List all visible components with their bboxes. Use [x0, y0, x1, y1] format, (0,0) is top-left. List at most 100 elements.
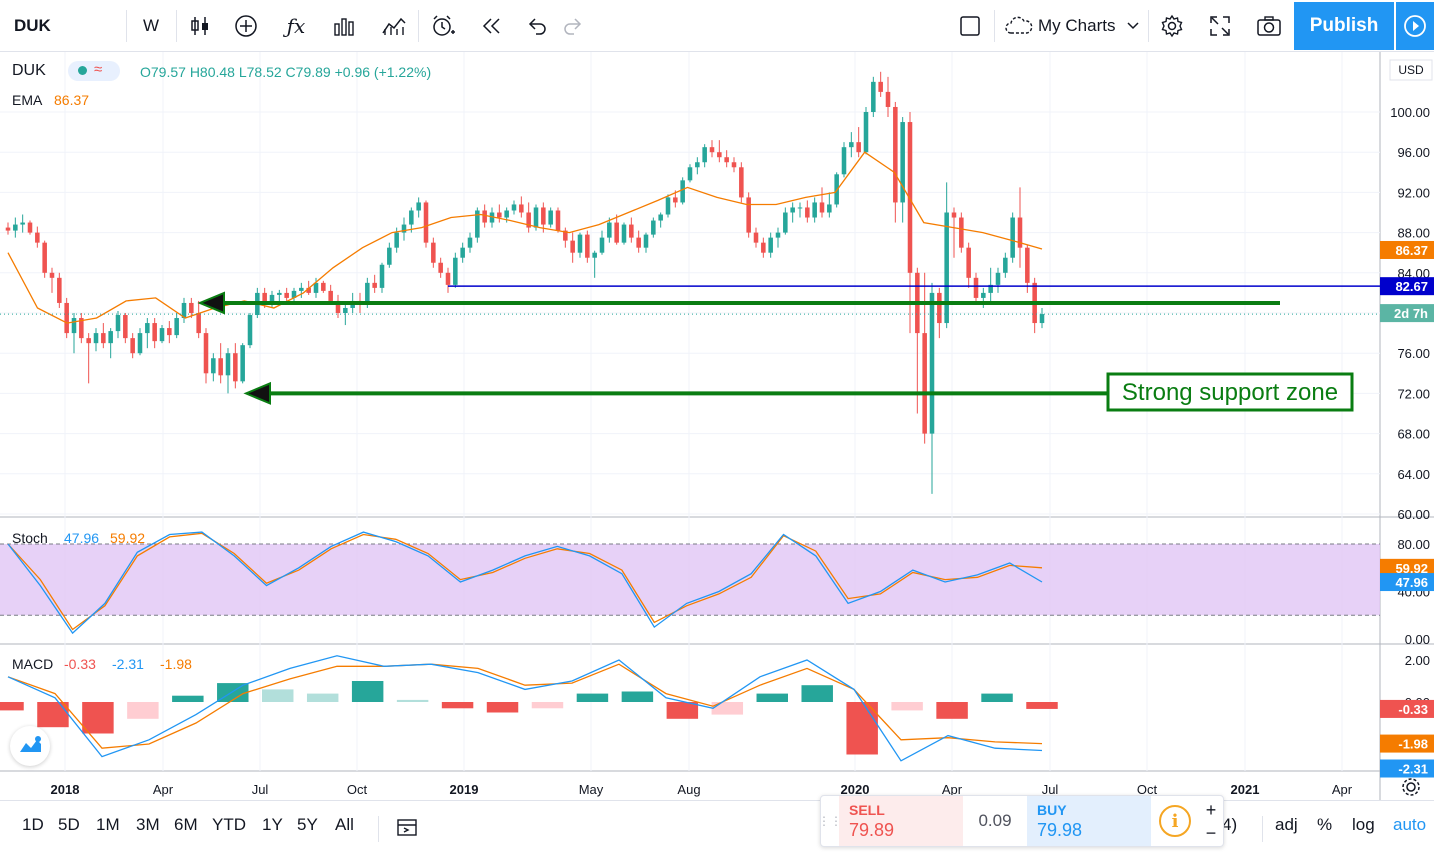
- line-price-tag-bg: [1380, 277, 1434, 296]
- candle-body: [511, 204, 517, 211]
- candle-body: [680, 180, 685, 203]
- chevron-down-icon[interactable]: [1126, 0, 1140, 52]
- axis-gear-icon[interactable]: [1402, 778, 1420, 796]
- interval-button[interactable]: W: [142, 16, 160, 35]
- macd-histogram-bar: [37, 702, 69, 728]
- currency-box: [1389, 59, 1433, 81]
- plus-icon[interactable]: +: [1205, 799, 1217, 820]
- annotation-box: [1106, 372, 1354, 412]
- countdown-tag-bg: [1380, 304, 1434, 323]
- macd-histogram-bar: [666, 702, 699, 719]
- candle-body: [555, 210, 561, 231]
- auto-button[interactable]: auto: [1393, 815, 1427, 834]
- line-price-tag: 82.67: [1395, 279, 1428, 294]
- chart-canvas[interactable]: USD 100.00 96.00 92.00 88.00 84.00 80.00 76.00 7…: [0, 52, 1434, 800]
- alert-icon[interactable]: [428, 0, 458, 52]
- candle-body: [761, 242, 766, 253]
- candle-body: [563, 230, 568, 241]
- time-tick-label: 2020: [841, 782, 870, 797]
- candle-body: [790, 207, 795, 213]
- candle-body: [269, 294, 275, 303]
- info-icon[interactable]: i: [1159, 805, 1191, 837]
- my-charts-button[interactable]: My Charts: [1038, 16, 1116, 35]
- adj-button[interactable]: adj: [1275, 815, 1298, 834]
- tradingview-logo-icon[interactable]: [10, 726, 50, 766]
- sell-button[interactable]: SELL 79.89: [839, 796, 963, 846]
- macd-signal-tag: -1.98: [1398, 737, 1428, 752]
- legend-ohlc: O79.57 H80.48 L78.52 C79.89 +0.96 (+1.22…: [140, 64, 432, 80]
- drag-handle-icon[interactable]: ⋮⋮: [818, 814, 842, 828]
- layout-icon[interactable]: [956, 0, 984, 52]
- bar-chart-icon[interactable]: [330, 0, 358, 52]
- legend-macd-label: MACD: [12, 656, 54, 672]
- toolbar-divider: [994, 10, 995, 42]
- candle-body: [49, 272, 55, 278]
- percent-button[interactable]: %: [1317, 815, 1333, 834]
- candle-body: [460, 247, 465, 258]
- time-tick-label: Oct: [347, 782, 368, 797]
- camera-icon[interactable]: [1254, 0, 1284, 52]
- undo-icon[interactable]: [524, 0, 550, 52]
- candle-body: [665, 197, 671, 215]
- candle-body: [423, 202, 429, 243]
- range-5d-button[interactable]: 5D: [58, 815, 80, 834]
- range-1y-button[interactable]: 1Y: [262, 815, 283, 834]
- range-ytd-button[interactable]: YTD: [212, 815, 246, 834]
- candle-body: [159, 328, 165, 342]
- candle-body: [101, 333, 106, 344]
- symbol-search-button[interactable]: DUK: [14, 16, 51, 35]
- publish-button[interactable]: Publish: [1294, 2, 1394, 50]
- redo-icon[interactable]: [560, 0, 586, 52]
- buy-price: 79.98: [1037, 820, 1083, 840]
- range-3m-button[interactable]: 3M: [136, 815, 160, 834]
- range-5y-button[interactable]: 5Y: [297, 815, 318, 834]
- delayed-data-icon: ≈: [94, 61, 103, 78]
- annotation-text: Strong support zone: [1122, 379, 1338, 406]
- time-tick-label: 2021: [1231, 782, 1260, 797]
- macd-histogram-bar: [846, 702, 878, 755]
- compare-icon[interactable]: [380, 0, 408, 52]
- candle-body: [262, 292, 267, 303]
- log-button[interactable]: log: [1352, 815, 1375, 834]
- candle-body: [687, 167, 693, 181]
- macd-histogram-bar: [576, 693, 609, 702]
- range-all-button[interactable]: All: [335, 815, 354, 834]
- legend-stoch-d: 59.92: [110, 530, 146, 546]
- candle-body: [995, 272, 1001, 285]
- replay-icon[interactable]: [478, 0, 506, 52]
- candle-body: [409, 210, 414, 225]
- candle-body: [959, 217, 964, 248]
- cloud-icon[interactable]: [1002, 0, 1036, 52]
- buy-button[interactable]: BUY 79.98: [1027, 796, 1151, 846]
- candle-body: [805, 207, 810, 218]
- candle-body: [922, 333, 927, 434]
- range-6m-button[interactable]: 6M: [174, 815, 198, 834]
- range-1m-button[interactable]: 1M: [96, 815, 120, 834]
- ema-price-tag-bg: [1380, 240, 1434, 259]
- candle-style-icon[interactable]: [186, 0, 214, 52]
- stoch-band: [0, 544, 1380, 616]
- candle-body: [841, 147, 847, 175]
- function-icon[interactable]: ƒx: [286, 14, 306, 38]
- annotations: Strong support zone: [197, 291, 1354, 412]
- date-range-icon[interactable]: [396, 817, 418, 842]
- candle-body: [137, 333, 143, 354]
- fullscreen-icon[interactable]: [1206, 0, 1234, 52]
- gear-icon[interactable]: [1158, 0, 1186, 52]
- candle-body: [306, 287, 311, 293]
- candle-body: [123, 315, 128, 339]
- candle-body: [739, 167, 744, 198]
- timezone-partial[interactable]: 4): [1222, 815, 1238, 834]
- candle-body: [651, 220, 656, 235]
- add-indicator-icon[interactable]: [232, 0, 260, 52]
- candle-body: [299, 287, 304, 291]
- candle-body: [1025, 247, 1030, 283]
- play-icon[interactable]: [1396, 2, 1434, 50]
- candle-body: [885, 91, 891, 107]
- range-1d-button[interactable]: 1D: [22, 815, 44, 834]
- grid-lines: [0, 52, 1434, 800]
- candle-body: [827, 204, 832, 213]
- minus-icon[interactable]: −: [1205, 822, 1217, 843]
- candle-body: [893, 106, 898, 203]
- candle-body: [152, 323, 157, 342]
